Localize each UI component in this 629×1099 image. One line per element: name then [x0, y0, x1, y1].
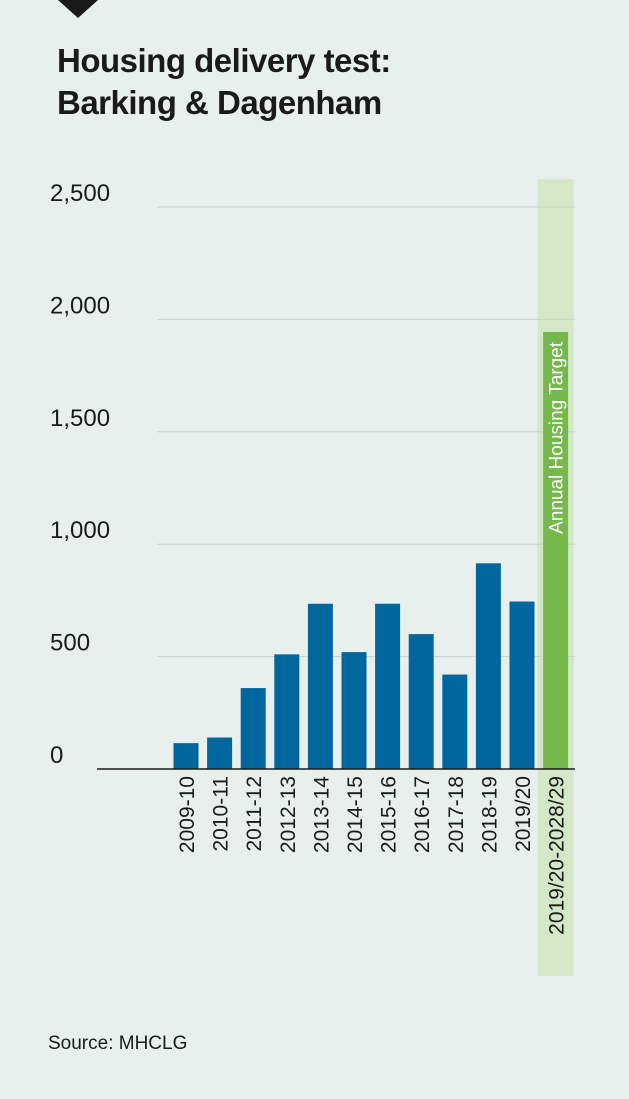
chart-title: Housing delivery test: Barking & Dagenha…	[57, 40, 577, 124]
x-tick-label: 2009-10	[176, 776, 199, 853]
x-tick-label: 2016-17	[411, 776, 434, 853]
x-tick-label: 2018-19	[478, 776, 501, 853]
x-tick-label: 2013-14	[310, 776, 333, 853]
bar	[240, 688, 266, 769]
bar	[307, 603, 333, 769]
target-bar	[543, 331, 569, 769]
corner-marker	[58, 0, 98, 18]
y-tick-label: 500	[50, 630, 90, 657]
y-tick-label: 2,500	[50, 180, 110, 207]
bar	[173, 743, 199, 769]
bar	[442, 674, 468, 769]
bar	[341, 652, 367, 769]
bar	[207, 737, 233, 769]
x-tick-label: 2019/20	[512, 776, 535, 852]
y-tick-label: 1,500	[50, 405, 110, 432]
bar	[274, 654, 300, 769]
x-tick-label: 2019/20-2028/29	[546, 776, 569, 935]
y-tick-label: 2,000	[50, 292, 110, 319]
chart-title-line-2: Barking & Dagenham	[57, 84, 382, 121]
y-tick-label: 1,000	[50, 517, 110, 544]
bar	[475, 563, 501, 769]
x-tick-label: 2010-11	[210, 776, 233, 852]
x-tick-label: 2015-16	[378, 776, 401, 853]
target-bar-label: Annual Housing Target	[547, 341, 568, 534]
x-tick-label: 2014-15	[344, 776, 367, 853]
y-tick-label: 0	[50, 742, 63, 769]
bar	[509, 601, 535, 769]
x-tick-label: 2017-18	[445, 776, 468, 853]
chart-title-line-1: Housing delivery test:	[57, 42, 391, 79]
x-tick-label: 2011-12	[243, 776, 266, 852]
x-tick-label: 2012-13	[277, 776, 300, 853]
bar	[408, 634, 434, 769]
source-note: Source: MHCLG	[48, 1033, 188, 1054]
bar	[375, 603, 401, 769]
